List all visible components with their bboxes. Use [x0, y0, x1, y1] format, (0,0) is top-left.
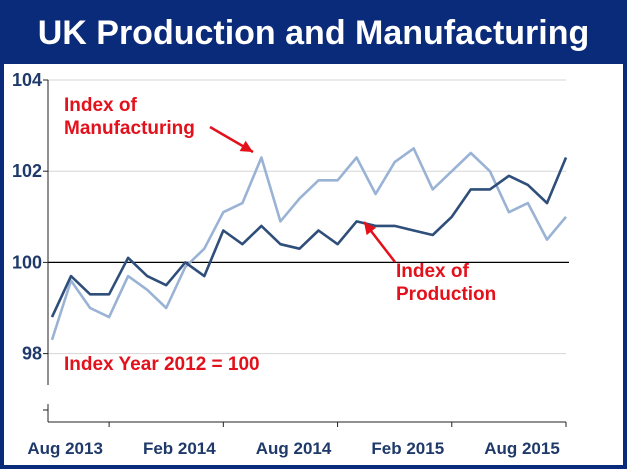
production-arrow-head [364, 222, 377, 236]
axes: 98 100 102 104 Aug 2013 Feb 2014 Aug 2014 Feb 2… [12, 70, 567, 458]
production-arrow [363, 221, 396, 263]
manufacturing-arrow [209, 125, 254, 154]
production-annotation: Index of Production [396, 260, 496, 306]
y-tick-label: 98 [22, 344, 42, 364]
production-label-line2: Production [396, 284, 497, 305]
y-tick-label: 100 [12, 252, 42, 272]
x-tick-label: Aug 2013 [27, 439, 103, 458]
chart-title: UK Production and Manufacturing [37, 14, 590, 52]
annotation-arrows [209, 125, 396, 263]
y-tick-label: 102 [12, 161, 42, 181]
production-line [50, 157, 568, 318]
x-tick-label: Aug 2014 [256, 439, 332, 458]
x-tick-label: Feb 2014 [143, 439, 216, 458]
gridlines [48, 79, 569, 355]
manufacturing-annotation: Index of Manufacturing [64, 94, 195, 140]
manufacturing-arrow-head [239, 140, 253, 152]
y-tick-label: 104 [12, 70, 42, 90]
manufacturing-label-line1: Index of [64, 95, 137, 116]
production-label-line1: Index of [396, 261, 469, 282]
series-lines [50, 147, 568, 341]
base-year-note: Index Year 2012 = 100 [64, 354, 260, 375]
manufacturing-line [50, 147, 567, 341]
title-bar: UK Production and Manufacturing [4, 4, 623, 64]
x-tick-label: Feb 2015 [371, 439, 444, 458]
x-tick-label: Aug 2015 [484, 439, 560, 458]
manufacturing-label-line2: Manufacturing [64, 118, 195, 139]
